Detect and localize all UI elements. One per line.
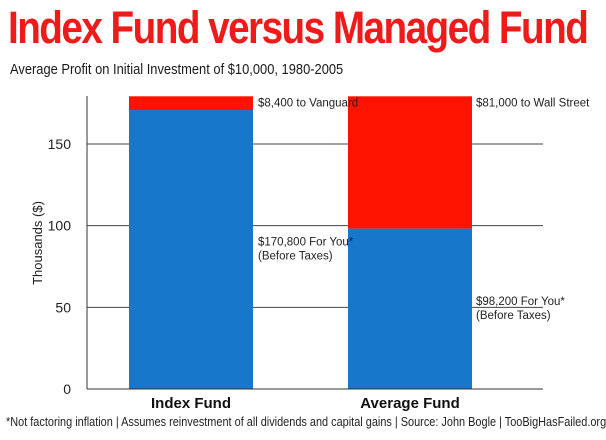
category-labels: Index Fund Average Fund	[151, 395, 460, 412]
bars	[129, 96, 472, 389]
bar-average-fund-segment-1	[348, 228, 472, 389]
y-tick-50: 50	[55, 299, 71, 315]
y-tick-labels: 0 50 100 150	[48, 136, 72, 397]
segment-label-average-fund-1: $98,200 For You* (Before Taxes)	[476, 296, 565, 322]
footnote: *Not factoring inflation | Assumes reinv…	[6, 414, 606, 429]
chart-title: Index Fund versus Managed Fund	[8, 2, 589, 53]
category-label-average-fund: Average Fund	[360, 395, 459, 412]
y-tick-0: 0	[63, 381, 71, 397]
chart-subtitle: Average Profit on Initial Investment of …	[10, 61, 344, 78]
bar-index-fund-segment-2	[129, 96, 253, 111]
segment-labels: $170,800 For You* (Before Taxes) $8,400 to…	[258, 97, 590, 321]
segment-label-index-fund-1: $170,800 For You* (Before Taxes)	[258, 237, 354, 263]
y-axis-title: Thousands ($)	[30, 201, 45, 285]
bar-average-fund-segment-2	[348, 96, 472, 229]
segment-label-average-fund-2: $81,000 to Wall Street	[476, 97, 590, 109]
y-tick-150: 150	[48, 136, 72, 152]
segment-label-index-fund-2: $8,400 to Vanguard	[258, 97, 358, 109]
bar-index-fund-segment-1	[129, 110, 253, 389]
y-tick-100: 100	[48, 218, 72, 234]
category-label-index-fund: Index Fund	[151, 395, 231, 412]
axes	[86, 96, 543, 390]
